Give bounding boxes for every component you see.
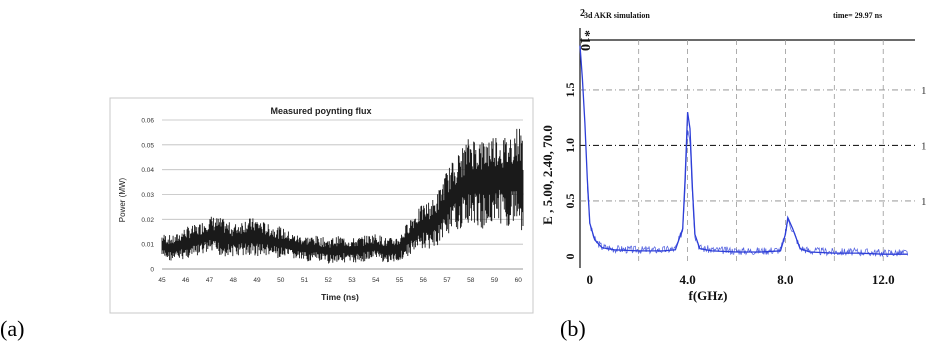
chart-a-xlabel: Time (ns) xyxy=(321,292,359,302)
chart-b-ytick-label: 1.5 xyxy=(563,82,577,97)
chart-a-ytick-label: 0.03 xyxy=(141,192,154,199)
chart-a-ytick-label: 0.05 xyxy=(141,142,154,149)
chart-a-xtick-label: 50 xyxy=(277,277,285,284)
chart-b-right-tick-label: 1 xyxy=(921,140,927,152)
chart-a-xtick-label: 46 xyxy=(182,277,190,284)
chart-b-time-label: time= 29.97 ns xyxy=(833,11,882,20)
chart-b-xlabel: f(GHz) xyxy=(689,288,728,303)
chart-a-xtick-label: 45 xyxy=(158,277,166,284)
chart-b-y-multiplier-exp: 2 xyxy=(580,8,585,19)
chart-b-ytick-label: 0 xyxy=(563,253,577,259)
chart-a-title: Measured poynting flux xyxy=(270,106,371,116)
chart-a-xtick-label: 58 xyxy=(467,277,475,284)
chart-a-xtick-label: 60 xyxy=(515,277,523,284)
chart-a-xtick-label: 55 xyxy=(396,277,404,284)
chart-a-xtick-label: 52 xyxy=(325,277,333,284)
chart-a-xtick-label: 53 xyxy=(348,277,356,284)
chart-a-ytick-label: 0.01 xyxy=(141,242,154,249)
chart-b-ytick-label: 0.5 xyxy=(563,193,577,208)
chart-a-xtick-label: 54 xyxy=(372,277,380,284)
chart-b-xtick-label: 8.0 xyxy=(777,272,793,287)
chart-b-right-tick-label: 1 xyxy=(921,85,927,97)
chart-a-xtick-label: 57 xyxy=(443,277,451,284)
chart-b-series-line xyxy=(579,45,908,255)
chart-a-ytick-label: 0.02 xyxy=(141,217,154,224)
chart-b-ylabel: E , 5.00, 2.40, 70.0 xyxy=(540,125,555,225)
chart-a-ytick-label: 0.04 xyxy=(141,167,154,174)
panel-label-a: (a) xyxy=(0,316,25,341)
chart-b-xtick-label: 0 xyxy=(587,272,594,287)
chart-a-xtick-label: 51 xyxy=(301,277,309,284)
chart-b-ytick-label: 1.0 xyxy=(563,138,577,153)
chart-a-xtick-label: 48 xyxy=(230,277,238,284)
chart-a-xtick-label: 47 xyxy=(206,277,214,284)
chart-a-xtick-label: 56 xyxy=(420,277,428,284)
chart-b-title: 3d AKR simulation xyxy=(584,11,650,20)
chart-a-ytick-label: 0 xyxy=(150,267,154,274)
chart-a-xtick-label: 49 xyxy=(253,277,261,284)
chart-b-series-noise xyxy=(586,130,909,258)
chart-a-frame xyxy=(109,97,534,314)
chart-b-xtick-label: 4.0 xyxy=(679,272,695,287)
chart-a-xtick-label: 59 xyxy=(491,277,499,284)
chart-b-right-tick-label: 1 xyxy=(921,196,927,208)
chart-b-xtick-label: 12.0 xyxy=(872,272,895,287)
panel-label-b: (b) xyxy=(560,316,586,341)
chart-a-series-noise xyxy=(161,128,524,264)
chart-a-ylabel: Power (MW) xyxy=(118,177,127,222)
chart-a-ytick-label: 0.06 xyxy=(141,118,154,125)
